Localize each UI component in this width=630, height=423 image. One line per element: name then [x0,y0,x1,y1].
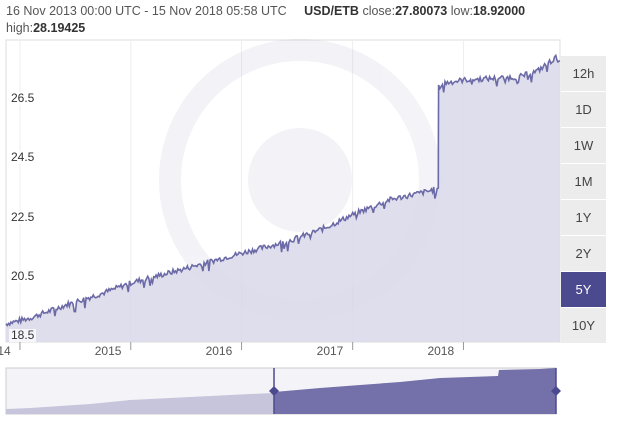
rate-area [6,55,560,343]
close-label: close: [362,4,396,18]
x-tick-label: 2018 [427,344,455,358]
rate-line [5,53,561,327]
navigator-selected-area [274,368,556,414]
x-tick-label: 2017 [316,344,344,358]
range-button-12h[interactable]: 12h [561,56,606,91]
chart-header: 16 Nov 2013 00:00 UTC - 15 Nov 2018 05:5… [6,3,566,37]
navigator-right-handle[interactable] [551,386,561,396]
close-value: 27.80073 [395,4,448,18]
x-tick-label: 2014 [0,344,11,358]
range-button-5y[interactable]: 5Y [561,272,606,307]
y-tick-label: 24.5 [9,150,37,165]
range-button-1w[interactable]: 1W [561,128,606,163]
range-button-2y[interactable]: 2Y [561,236,606,271]
high-value: 28.19425 [33,21,86,35]
range-button-1y[interactable]: 1Y [561,200,606,235]
low-label: low: [450,4,473,18]
date-range-text: 16 Nov 2013 00:00 UTC - 15 Nov 2018 05:5… [6,4,287,18]
currency-pair: USD/ETB [304,4,359,18]
y-tick-label: 22.5 [9,209,37,224]
y-tick-label: 18.5 [9,328,37,343]
high-label: high: [6,21,34,35]
x-ticks [19,342,464,350]
low-value: 18.92000 [472,4,526,18]
range-button-10y[interactable]: 10Y [561,308,606,343]
x-tick-label: 2015 [94,344,122,358]
range-button-1m[interactable]: 1M [561,164,606,199]
range-button-1d[interactable]: 1D [561,92,606,127]
y-tick-label: 26.5 [9,91,37,106]
y-tick-label: 20.5 [9,268,37,283]
range-buttons: 12h 1D 1W 1M 1Y 2Y 5Y 10Y [561,56,606,344]
navigator-left-handle[interactable] [269,386,279,396]
navigator-outside-area [6,393,274,414]
x-tick-label: 2016 [205,344,233,358]
